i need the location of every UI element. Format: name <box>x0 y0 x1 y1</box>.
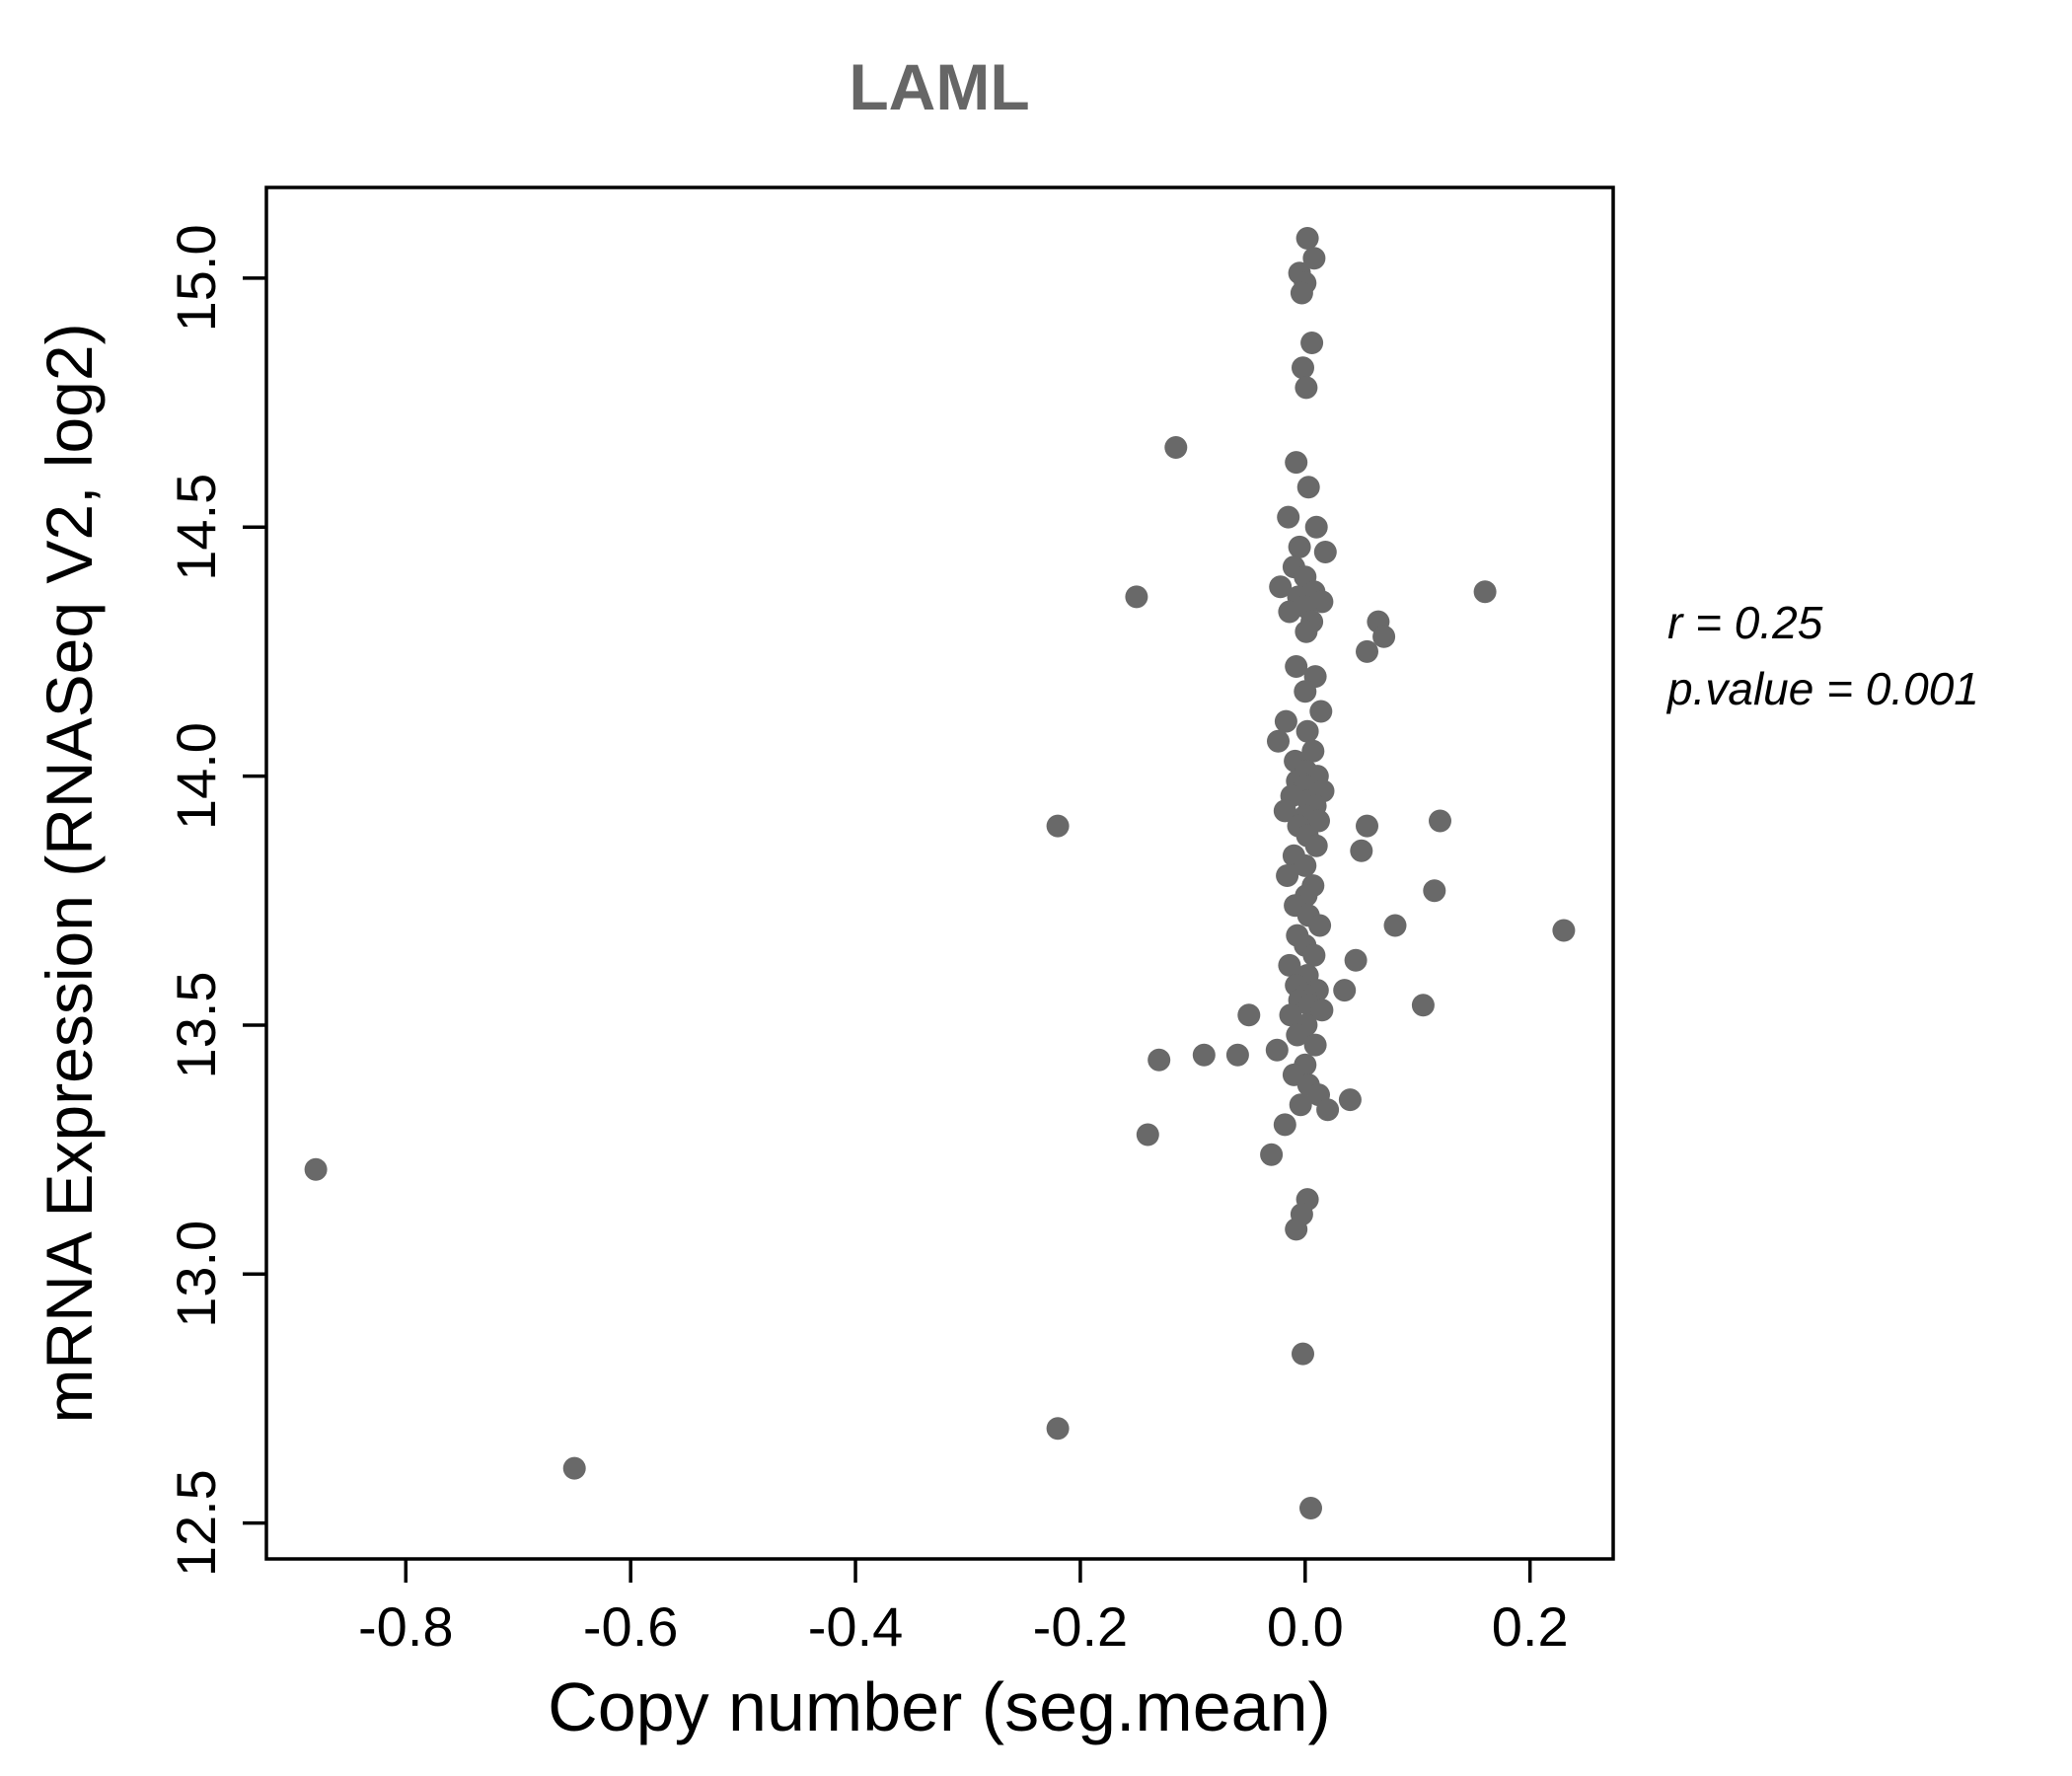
data-point <box>1046 1417 1070 1441</box>
data-point <box>1260 1143 1284 1166</box>
data-point <box>1429 809 1451 833</box>
data-point <box>1302 943 1326 967</box>
data-point <box>1273 799 1296 823</box>
data-point <box>1237 1003 1261 1027</box>
data-point <box>1225 1043 1249 1067</box>
data-point <box>1290 281 1313 305</box>
data-point <box>1046 814 1070 838</box>
y-tick-label: 15.0 <box>165 224 227 332</box>
data-point <box>1304 515 1328 539</box>
data-point <box>1296 476 1320 499</box>
data-point <box>1267 729 1290 753</box>
data-point <box>1288 535 1311 558</box>
data-point <box>1295 719 1319 743</box>
data-point <box>1273 1113 1296 1137</box>
data-point <box>1292 356 1314 380</box>
stats-annotation: r = 0.25 p.value = 0.001 <box>1667 590 1979 721</box>
x-tick-label: 0.2 <box>1492 1595 1569 1658</box>
data-point <box>1292 1342 1314 1366</box>
y-axis-label: mRNA Expression (RNASeq V2, log2) <box>33 323 106 1424</box>
data-point <box>1308 914 1332 937</box>
data-point <box>1356 814 1378 838</box>
y-tick-label: 13.0 <box>165 1221 227 1328</box>
data-point <box>1473 580 1497 604</box>
data-point <box>562 1456 586 1480</box>
data-point <box>1333 979 1357 1002</box>
x-tick-label: -0.6 <box>583 1595 679 1658</box>
data-point <box>1192 1043 1216 1067</box>
data-point <box>1313 541 1337 563</box>
data-point <box>1303 1033 1327 1057</box>
data-point <box>1276 864 1299 887</box>
data-point <box>1295 376 1318 400</box>
x-tick-label: -0.4 <box>808 1595 904 1658</box>
data-point <box>1304 834 1328 857</box>
data-point <box>1278 600 1301 624</box>
data-point <box>1294 853 1317 877</box>
data-point <box>1269 575 1293 599</box>
data-point <box>1285 451 1308 475</box>
y-tick-label: 14.0 <box>165 722 227 830</box>
data-point <box>1302 247 1326 270</box>
data-point <box>1299 1497 1322 1519</box>
data-point <box>1277 505 1300 529</box>
data-point <box>1147 1048 1171 1072</box>
data-point <box>1301 739 1325 763</box>
data-point <box>1310 999 1334 1022</box>
y-tick-label: 12.5 <box>165 1469 227 1577</box>
data-point <box>304 1157 328 1181</box>
data-point <box>1372 625 1396 648</box>
data-point <box>1125 585 1148 609</box>
data-point <box>1265 1038 1289 1062</box>
data-point <box>1300 332 1324 354</box>
x-axis-label: Copy number (seg.mean) <box>548 1668 1331 1745</box>
data-point <box>1309 700 1333 723</box>
y-tick-label: 14.5 <box>165 474 227 581</box>
data-point <box>1285 655 1308 678</box>
y-tick-label: 13.5 <box>165 971 227 1078</box>
data-point <box>1356 639 1378 663</box>
data-point <box>1338 1088 1362 1112</box>
x-tick-label: 0.0 <box>1267 1595 1344 1658</box>
data-point <box>1344 948 1368 972</box>
data-point <box>1383 914 1407 937</box>
data-point <box>1286 1023 1309 1047</box>
data-point <box>1295 620 1318 643</box>
data-point <box>1411 994 1435 1017</box>
data-point <box>1423 879 1446 903</box>
correlation-value: r = 0.25 <box>1667 597 1823 648</box>
data-point <box>1316 1098 1340 1122</box>
data-point <box>1285 1218 1308 1241</box>
x-tick-label: -0.8 <box>358 1595 454 1658</box>
data-point <box>1552 919 1576 942</box>
x-tick-label: -0.2 <box>1033 1595 1129 1658</box>
data-point <box>1294 680 1317 703</box>
p-value: p.value = 0.001 <box>1667 662 1979 714</box>
data-point <box>1278 953 1301 977</box>
data-point <box>1164 436 1188 459</box>
data-point <box>1350 839 1373 862</box>
data-point <box>1289 1093 1312 1117</box>
data-point <box>1274 709 1297 733</box>
data-point <box>1295 227 1319 250</box>
plot-border <box>264 185 1615 1561</box>
data-point <box>1136 1123 1159 1147</box>
chart-title: LAML <box>849 50 1030 123</box>
